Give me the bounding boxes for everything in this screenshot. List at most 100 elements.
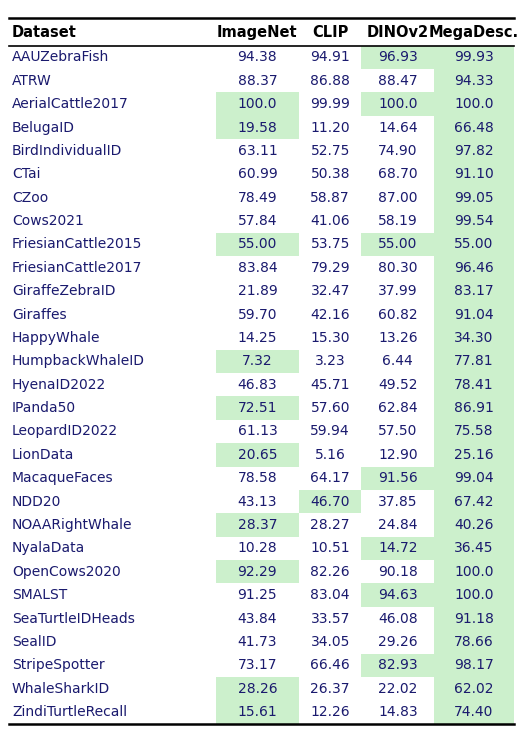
- Text: CLIP: CLIP: [312, 24, 348, 40]
- Text: 100.0: 100.0: [454, 97, 493, 111]
- Text: 97.82: 97.82: [454, 144, 494, 158]
- Text: 14.64: 14.64: [378, 121, 418, 135]
- Text: StripeSpotter: StripeSpotter: [12, 658, 105, 672]
- Text: 28.37: 28.37: [238, 518, 277, 532]
- Bar: [434, 630, 514, 654]
- Text: 20.65: 20.65: [238, 448, 277, 462]
- Text: SeaTurtleIDHeads: SeaTurtleIDHeads: [12, 612, 135, 626]
- Text: 34.05: 34.05: [310, 635, 350, 649]
- Text: 86.91: 86.91: [454, 401, 494, 415]
- Bar: [361, 233, 434, 256]
- Text: 14.72: 14.72: [378, 542, 418, 556]
- Bar: [216, 560, 299, 584]
- Text: 77.81: 77.81: [454, 354, 494, 368]
- Text: 83.17: 83.17: [454, 284, 494, 298]
- Text: 60.82: 60.82: [378, 307, 418, 321]
- Text: NOAARightWhale: NOAARightWhale: [12, 518, 133, 532]
- Text: 55.00: 55.00: [238, 237, 277, 251]
- Text: 7.32: 7.32: [242, 354, 272, 368]
- Text: GiraffeZebraID: GiraffeZebraID: [12, 284, 115, 298]
- Text: 83.04: 83.04: [310, 588, 350, 602]
- Text: 61.13: 61.13: [238, 425, 277, 439]
- Text: 15.61: 15.61: [238, 705, 277, 719]
- Bar: [434, 303, 514, 326]
- Text: SMALST: SMALST: [12, 588, 67, 602]
- Bar: [216, 92, 299, 116]
- Text: WhaleSharkID: WhaleSharkID: [12, 682, 110, 696]
- Text: 88.47: 88.47: [378, 74, 418, 88]
- Text: 55.00: 55.00: [378, 237, 418, 251]
- Text: 74.40: 74.40: [454, 705, 493, 719]
- Text: 57.50: 57.50: [378, 425, 418, 439]
- Text: 91.25: 91.25: [238, 588, 277, 602]
- Bar: [361, 92, 434, 116]
- Text: 25.16: 25.16: [454, 448, 494, 462]
- Text: 83.84: 83.84: [238, 261, 277, 275]
- Text: AAUZebraFish: AAUZebraFish: [12, 50, 109, 64]
- Text: 96.46: 96.46: [454, 261, 494, 275]
- Text: 19.58: 19.58: [238, 121, 277, 135]
- Bar: [361, 467, 434, 490]
- Text: 99.93: 99.93: [454, 50, 494, 64]
- Text: FriesianCattle2017: FriesianCattle2017: [12, 261, 142, 275]
- Bar: [434, 467, 514, 490]
- Text: IPanda50: IPanda50: [12, 401, 76, 415]
- Bar: [434, 537, 514, 560]
- Text: 99.99: 99.99: [310, 97, 350, 111]
- Text: 37.85: 37.85: [378, 495, 418, 509]
- Text: 59.70: 59.70: [238, 307, 277, 321]
- Text: NyalaData: NyalaData: [12, 542, 85, 556]
- Bar: [434, 92, 514, 116]
- Text: 64.17: 64.17: [310, 471, 350, 485]
- Text: MacaqueFaces: MacaqueFaces: [12, 471, 113, 485]
- Text: 21.89: 21.89: [238, 284, 277, 298]
- Text: 46.70: 46.70: [310, 495, 350, 509]
- Text: SealID: SealID: [12, 635, 57, 649]
- Bar: [434, 139, 514, 163]
- Text: OpenCows2020: OpenCows2020: [12, 565, 121, 579]
- Text: 36.45: 36.45: [454, 542, 493, 556]
- Text: 58.87: 58.87: [310, 191, 350, 205]
- Text: 82.26: 82.26: [310, 565, 350, 579]
- Text: 100.0: 100.0: [378, 97, 418, 111]
- Text: 57.60: 57.60: [310, 401, 350, 415]
- Text: BelugaID: BelugaID: [12, 121, 75, 135]
- Bar: [216, 116, 299, 139]
- Bar: [434, 397, 514, 420]
- Text: 22.02: 22.02: [378, 682, 418, 696]
- Text: 94.33: 94.33: [454, 74, 493, 88]
- Text: 37.99: 37.99: [378, 284, 418, 298]
- Bar: [434, 513, 514, 537]
- Text: ATRW: ATRW: [12, 74, 51, 88]
- Bar: [216, 700, 299, 724]
- Text: 96.93: 96.93: [378, 50, 418, 64]
- Text: LeopardID2022: LeopardID2022: [12, 425, 118, 439]
- Text: 52.75: 52.75: [310, 144, 350, 158]
- Bar: [216, 397, 299, 420]
- Text: 91.04: 91.04: [454, 307, 494, 321]
- Text: 13.26: 13.26: [378, 331, 418, 345]
- Text: 41.06: 41.06: [310, 214, 350, 228]
- Text: 28.26: 28.26: [238, 682, 277, 696]
- Text: 28.27: 28.27: [310, 518, 350, 532]
- Text: ImageNet: ImageNet: [217, 24, 298, 40]
- Text: 53.75: 53.75: [310, 237, 350, 251]
- Text: 46.08: 46.08: [378, 612, 418, 626]
- Text: CTai: CTai: [12, 167, 41, 181]
- Text: 10.28: 10.28: [238, 542, 277, 556]
- Text: 10.51: 10.51: [310, 542, 350, 556]
- Text: 99.04: 99.04: [454, 471, 494, 485]
- Text: 91.56: 91.56: [378, 471, 418, 485]
- Text: 15.30: 15.30: [310, 331, 350, 345]
- Text: 100.0: 100.0: [454, 565, 493, 579]
- Bar: [434, 279, 514, 303]
- Text: 33.57: 33.57: [310, 612, 350, 626]
- Text: 88.37: 88.37: [238, 74, 277, 88]
- Bar: [434, 490, 514, 513]
- Text: CZoo: CZoo: [12, 191, 48, 205]
- Text: 12.26: 12.26: [310, 705, 350, 719]
- Text: 55.00: 55.00: [454, 237, 493, 251]
- Text: 24.84: 24.84: [378, 518, 418, 532]
- Bar: [361, 537, 434, 560]
- Text: 43.13: 43.13: [238, 495, 277, 509]
